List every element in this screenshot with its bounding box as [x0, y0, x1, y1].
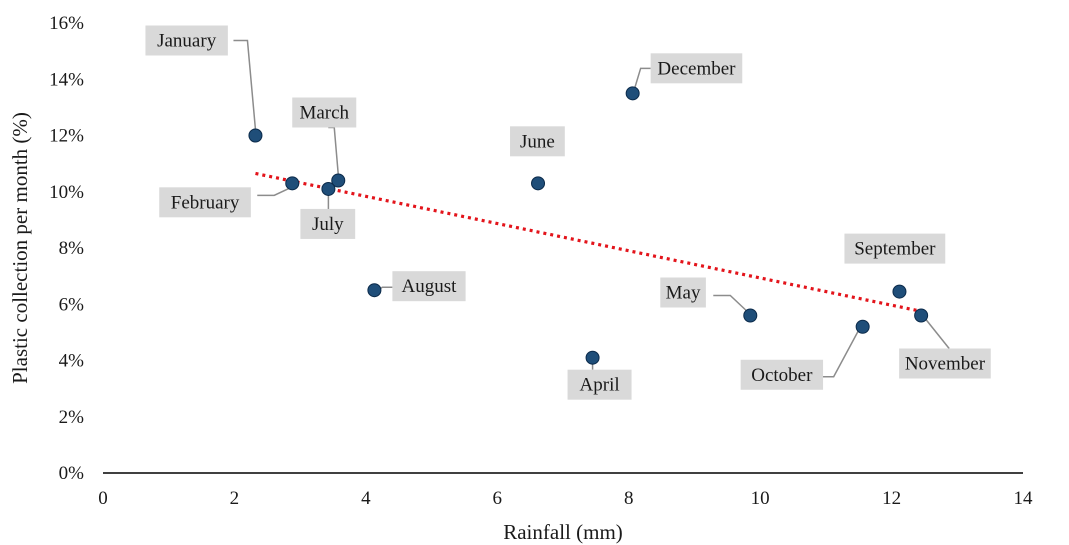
x-tick-label: 14: [1014, 488, 1034, 509]
label-box: [510, 126, 565, 157]
point-label-november: November: [899, 348, 991, 379]
point-label-august: August: [392, 271, 466, 302]
leader-line-february: [257, 187, 290, 197]
leader-line-january: [233, 39, 257, 130]
x-tick-label: 0: [98, 488, 108, 509]
data-point-january: [248, 128, 263, 143]
data-point-september: [892, 284, 907, 299]
label-text: February: [171, 192, 240, 213]
data-point-november: [914, 308, 929, 323]
x-tick-label: 10: [751, 488, 770, 509]
label-text: May: [666, 283, 701, 304]
label-text: January: [157, 31, 217, 52]
point-label-july: July: [300, 208, 356, 239]
point-label-may: May: [660, 277, 706, 308]
y-tick-label: 2%: [59, 407, 85, 428]
label-box: [292, 97, 357, 128]
y-tick-label: 6%: [59, 294, 85, 315]
point-label-october: October: [740, 359, 824, 390]
x-tick-label: 8: [624, 488, 634, 509]
label-box: [740, 359, 824, 390]
point-label-january: January: [145, 25, 228, 56]
data-point-february: [285, 176, 300, 191]
leader-line-november: [924, 318, 950, 349]
x-tick-label: 2: [230, 488, 240, 509]
y-tick-label: 4%: [59, 351, 85, 372]
label-text: March: [299, 103, 349, 124]
x-tick-label: 4: [361, 488, 371, 509]
data-point-august: [367, 283, 382, 298]
x-axis-ticks: 0 2 4 6 8 10 12 14: [98, 488, 1033, 509]
label-box: [300, 208, 356, 239]
label-text: September: [854, 239, 936, 260]
y-tick-label: 10%: [49, 182, 84, 203]
data-point-march: [331, 173, 346, 188]
data-point-october: [855, 319, 870, 334]
leader-line-may: [713, 294, 748, 313]
trendline: [255, 171, 922, 313]
label-box: [145, 25, 228, 56]
data-point-april: [585, 350, 600, 365]
leader-line-october: [822, 322, 864, 378]
label-text: August: [402, 276, 458, 297]
point-label-march: March: [292, 97, 357, 128]
point-label-february: February: [159, 187, 251, 218]
data-point-december: [625, 86, 640, 101]
label-box: [159, 187, 251, 218]
label-box: [650, 53, 743, 84]
x-axis-title: Rainfall (mm): [503, 520, 623, 544]
data-point-june: [531, 176, 546, 191]
x-tick-label: 12: [882, 488, 901, 509]
trendline-layer: [255, 171, 922, 313]
point-label-september: September: [844, 233, 946, 264]
y-tick-label: 16%: [49, 13, 84, 34]
y-axis-title: Plastic collection per month (%): [8, 112, 32, 384]
y-tick-label: 12%: [49, 126, 84, 147]
data-points: [248, 86, 929, 365]
x-tick-label: 6: [493, 488, 503, 509]
y-tick-label: 8%: [59, 238, 85, 259]
label-text: June: [520, 131, 555, 152]
y-tick-label: 0%: [59, 463, 85, 484]
label-box: [660, 277, 706, 308]
y-axis-ticks: 0% 2% 4% 6% 8% 10% 12% 14% 16%: [49, 13, 84, 484]
leader-lines: [233, 39, 950, 378]
label-box: [392, 271, 466, 302]
label-text: November: [905, 354, 986, 375]
data-point-july: [321, 181, 336, 196]
label-text: April: [580, 375, 620, 396]
label-text: October: [751, 365, 813, 386]
point-labels: January February March April May June July Augu…: [145, 25, 991, 400]
label-box: [899, 348, 991, 379]
point-label-december: December: [650, 53, 743, 84]
point-label-april: April: [567, 369, 632, 400]
data-point-may: [743, 308, 758, 323]
label-text: July: [312, 214, 344, 235]
y-tick-label: 14%: [49, 69, 84, 90]
label-text: December: [657, 58, 736, 79]
leader-line-december: [633, 67, 651, 89]
label-box: [844, 233, 946, 264]
label-box: [567, 369, 632, 400]
leader-line-march: [328, 126, 340, 175]
point-label-june: June: [510, 126, 565, 157]
